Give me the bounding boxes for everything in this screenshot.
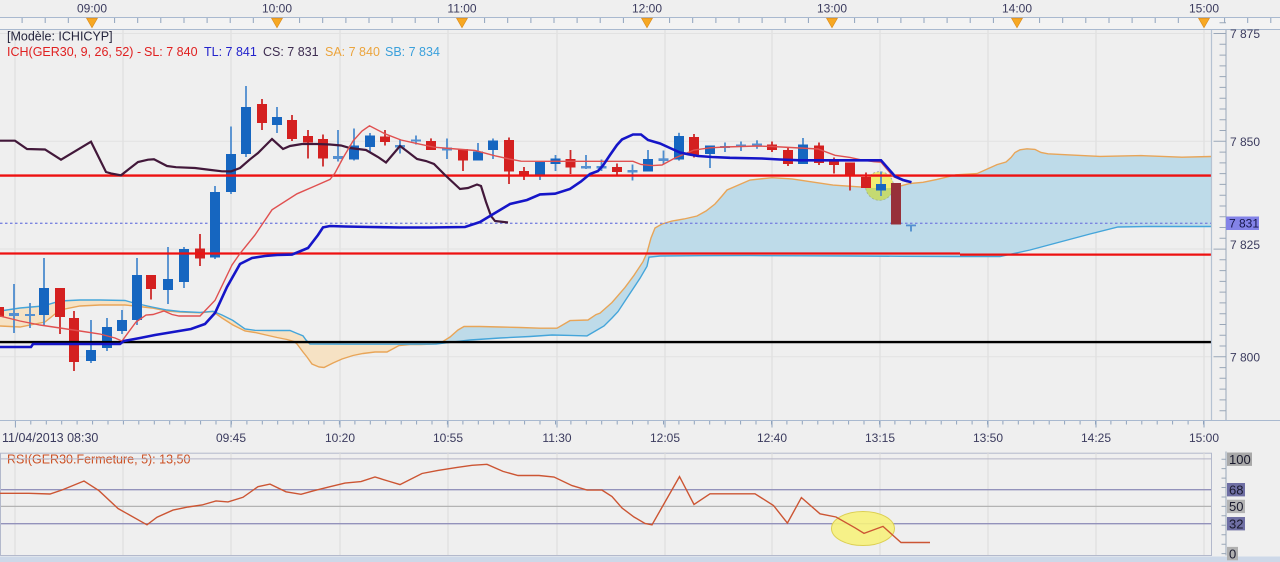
svg-text:09:45: 09:45: [216, 431, 246, 445]
svg-text:50: 50: [1229, 499, 1243, 514]
svg-text:7 831: 7 831: [1229, 217, 1259, 231]
svg-text:15:00: 15:00: [1189, 2, 1219, 16]
svg-text:CS: 7 831: CS: 7 831: [263, 45, 319, 59]
svg-text:100: 100: [1229, 452, 1251, 467]
svg-text:09:00: 09:00: [77, 2, 107, 16]
svg-text:7 875: 7 875: [1230, 27, 1260, 41]
svg-text:SA: 7 840: SA: 7 840: [325, 45, 380, 59]
svg-text:7 825: 7 825: [1230, 238, 1260, 252]
svg-text:15:00: 15:00: [1189, 431, 1219, 445]
svg-text:7 800: 7 800: [1230, 350, 1260, 364]
svg-text:SB: 7 834: SB: 7 834: [385, 45, 440, 59]
svg-text:[Modèle: ICHICYP]: [Modèle: ICHICYP]: [7, 30, 113, 44]
svg-text:13:50: 13:50: [973, 431, 1003, 445]
svg-text:12:05: 12:05: [650, 431, 680, 445]
svg-text:10:20: 10:20: [325, 431, 355, 445]
svg-text:13:15: 13:15: [865, 431, 895, 445]
svg-text:RSI(GER30.Fermeture, 5): 13,50: RSI(GER30.Fermeture, 5): 13,50: [7, 453, 190, 467]
svg-text:12:00: 12:00: [632, 2, 662, 16]
svg-text:7 850: 7 850: [1230, 135, 1260, 149]
svg-text:10:55: 10:55: [433, 431, 463, 445]
svg-text:TL: 7 841: TL: 7 841: [204, 45, 257, 59]
svg-text:68: 68: [1229, 482, 1243, 497]
svg-text:12:40: 12:40: [757, 431, 787, 445]
svg-text:14:00: 14:00: [1002, 2, 1032, 16]
svg-text:32: 32: [1229, 516, 1243, 531]
svg-text:11:00: 11:00: [447, 2, 476, 16]
svg-text:13:00: 13:00: [817, 2, 847, 16]
svg-text:ICH(GER30, 9, 26, 52): ICH(GER30, 9, 26, 52): [7, 45, 133, 59]
svg-text:SL: 7 840: SL: 7 840: [144, 45, 198, 59]
svg-text:10:00: 10:00: [262, 2, 292, 16]
svg-text:-: -: [137, 45, 141, 59]
svg-text:0: 0: [1229, 546, 1236, 561]
svg-text:11/04/2013 08:30: 11/04/2013 08:30: [2, 431, 98, 445]
svg-text:11:30: 11:30: [542, 431, 571, 445]
svg-text:14:25: 14:25: [1081, 431, 1111, 445]
